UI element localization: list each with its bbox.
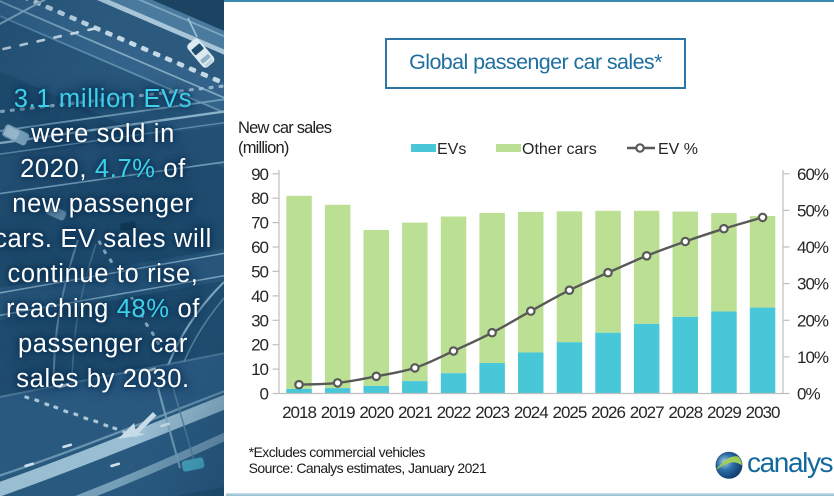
svg-text:2018: 2018 [282, 403, 316, 422]
svg-text:2025: 2025 [552, 403, 586, 422]
svg-text:2028: 2028 [668, 403, 702, 422]
svg-text:70: 70 [251, 214, 268, 233]
svg-text:40: 40 [251, 287, 268, 306]
svg-text:10%: 10% [797, 348, 829, 367]
svg-text:2020: 2020 [359, 403, 393, 422]
svg-text:60%: 60% [797, 165, 829, 184]
svg-text:2027: 2027 [630, 403, 664, 422]
svg-text:20%: 20% [797, 311, 829, 330]
svg-text:30%: 30% [797, 275, 829, 294]
svg-text:2026: 2026 [591, 403, 625, 422]
svg-text:50: 50 [251, 262, 268, 281]
svg-text:2021: 2021 [398, 403, 432, 422]
svg-text:50%: 50% [797, 201, 829, 220]
svg-text:0: 0 [260, 385, 269, 404]
svg-text:2029: 2029 [707, 403, 741, 422]
svg-text:2030: 2030 [746, 403, 780, 422]
svg-text:2023: 2023 [475, 403, 509, 422]
svg-text:20: 20 [251, 336, 268, 355]
svg-text:0%: 0% [797, 385, 820, 404]
svg-text:2022: 2022 [437, 403, 471, 422]
svg-text:90: 90 [251, 165, 268, 184]
svg-text:60: 60 [251, 238, 268, 257]
svg-text:2019: 2019 [321, 403, 355, 422]
svg-text:10: 10 [251, 360, 268, 379]
svg-text:30: 30 [251, 311, 268, 330]
svg-text:2024: 2024 [514, 403, 548, 422]
svg-text:80: 80 [251, 189, 268, 208]
svg-text:40%: 40% [797, 238, 829, 257]
